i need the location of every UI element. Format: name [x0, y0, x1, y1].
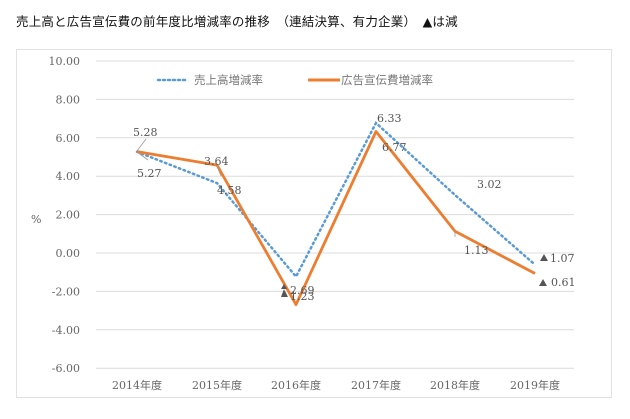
y-tick: 0.00 [56, 247, 81, 260]
data-label: 0.61 [551, 276, 576, 289]
chart-title: 売上高と広告宣伝費の前年度比増減率の推移 （連結決算、有力企業） ▲は減 [16, 14, 458, 29]
y-tick: 8.00 [56, 93, 81, 106]
x-tick: 2015年度 [192, 378, 242, 392]
legend-ad-label: 広告宣伝費増減率 [341, 73, 433, 87]
y-tick: 4.00 [56, 170, 81, 183]
legend: 売上高増減率 広告宣伝費増減率 [156, 73, 433, 87]
y-tick: 10.00 [49, 55, 81, 68]
gridlines [96, 60, 574, 369]
series-ad-line [136, 130, 536, 307]
data-label: 5.28 [133, 126, 158, 139]
data-label: 3.02 [477, 178, 502, 191]
data-label: 4.58 [217, 184, 242, 197]
y-axis-label: % [31, 213, 41, 226]
data-label: 5.27 [137, 167, 162, 180]
decrease-triangle-icon [282, 291, 288, 297]
data-label: 6.77 [382, 141, 407, 154]
data-label: 1.07 [550, 252, 575, 265]
data-label: 2.69 [290, 284, 315, 297]
x-tick: 2019年度 [510, 378, 560, 392]
legend-sales-label: 売上高増減率 [194, 73, 263, 87]
y-tick: -6.00 [52, 362, 80, 375]
data-labels: 5.28 5.27 3.64 4.58 2.69 1.23 6.33 6.77 … [133, 112, 576, 303]
chart-area [16, 49, 612, 398]
x-tick: 2018年度 [430, 378, 480, 392]
leader-lines [136, 138, 456, 237]
series-sales-line [135, 120, 537, 279]
y-tick: -4.00 [52, 324, 80, 337]
x-tick: 2016年度 [271, 378, 321, 392]
data-label: 1.23 [290, 290, 315, 303]
x-axis-ticks: 2014年度 2015年度 2016年度 2017年度 2018年度 2019年… [112, 378, 560, 392]
y-tick: 2.00 [56, 209, 81, 222]
data-label: 6.33 [377, 112, 402, 125]
y-axis-ticks: 10.00 8.00 6.00 4.00 2.00 0.00 -2.00 -4.… [49, 55, 81, 375]
x-tick: 2014年度 [112, 378, 162, 392]
y-tick: 6.00 [56, 132, 81, 145]
y-tick: -2.00 [52, 285, 80, 298]
decrease-triangle-icon [540, 254, 548, 261]
data-label: 3.64 [204, 155, 229, 168]
data-label: 1.13 [464, 244, 489, 257]
decrease-triangle-icon [539, 279, 547, 286]
x-tick: 2017年度 [351, 378, 401, 392]
